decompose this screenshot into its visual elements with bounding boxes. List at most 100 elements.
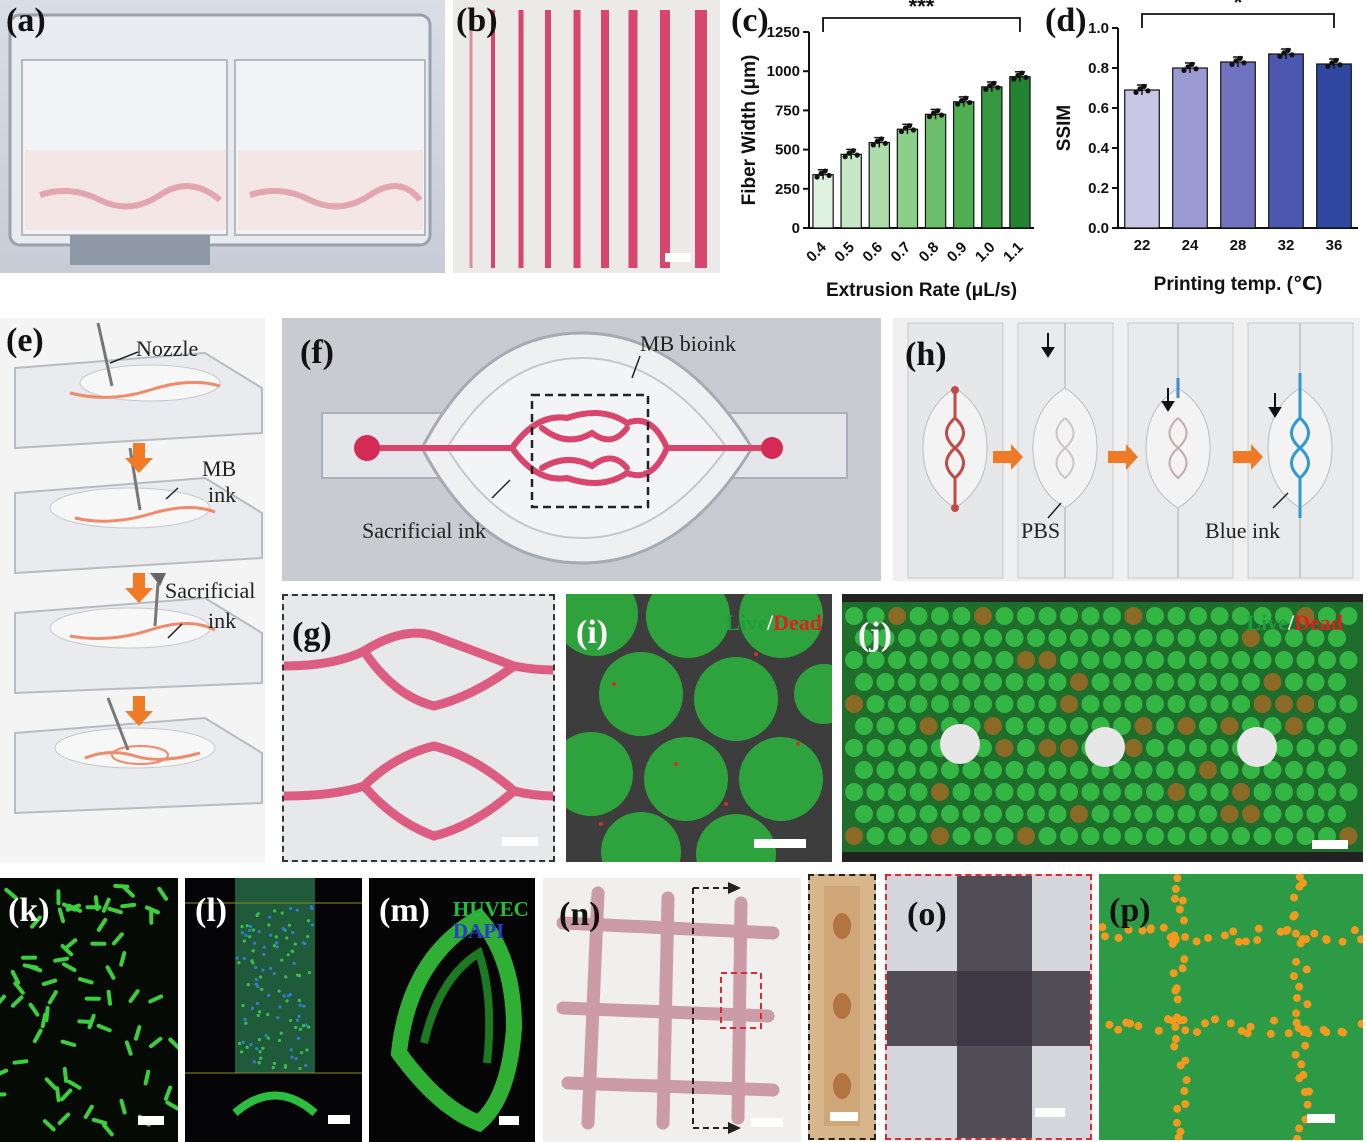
cell xyxy=(96,1023,112,1033)
nucleus xyxy=(261,968,265,972)
spheroid xyxy=(1005,717,1024,735)
y-tick-label: 0.2 xyxy=(1088,180,1109,197)
data-point xyxy=(1289,52,1295,58)
cell xyxy=(42,1119,56,1132)
cell xyxy=(1303,1100,1312,1109)
spheroid xyxy=(1005,761,1024,779)
bar xyxy=(1124,89,1160,229)
panel-label-c: (c) xyxy=(731,2,769,39)
cell xyxy=(128,989,140,1003)
cell xyxy=(10,995,24,1008)
spheroid xyxy=(1339,651,1358,669)
cell xyxy=(1243,1029,1252,1038)
spheroid xyxy=(1124,607,1143,625)
spheroid xyxy=(909,827,928,845)
nucleus xyxy=(245,1045,249,1049)
cell xyxy=(1310,929,1319,938)
nucleus xyxy=(292,961,296,966)
spheroid xyxy=(1220,717,1239,735)
x-tick-label: 0.9 xyxy=(944,239,971,266)
x-tick-label: 28 xyxy=(1230,237,1247,254)
cell xyxy=(1168,939,1177,948)
spheroid xyxy=(898,805,916,823)
nucleus xyxy=(250,959,254,963)
cell xyxy=(148,994,164,1004)
cell xyxy=(0,1068,9,1076)
spheroid xyxy=(1081,695,1100,713)
spheroid xyxy=(1005,805,1024,823)
data-point xyxy=(1145,88,1151,94)
cell xyxy=(1180,955,1189,964)
data-point xyxy=(850,148,856,154)
channel-zoom xyxy=(284,628,553,841)
spheroid xyxy=(1146,695,1164,713)
spheroid xyxy=(1220,805,1239,823)
panel-label-k: (k) xyxy=(8,892,50,929)
cell xyxy=(1301,1041,1310,1050)
nucleus xyxy=(278,1005,282,1009)
data-point xyxy=(1181,67,1187,73)
spheroid xyxy=(1253,695,1272,713)
cell xyxy=(1173,995,1182,1004)
spheroid xyxy=(1339,739,1358,757)
nucleus xyxy=(257,930,261,934)
section-line xyxy=(692,887,728,1129)
cell xyxy=(10,969,21,985)
spheroid xyxy=(1091,673,1110,691)
spheroid xyxy=(1017,651,1035,669)
cell xyxy=(148,1036,163,1049)
cell xyxy=(1192,937,1201,946)
micro-panel-m: (m) HUVEC DAPI xyxy=(369,878,535,1142)
spheroid xyxy=(1189,695,1207,713)
step-4 xyxy=(14,697,263,815)
spheroid xyxy=(952,607,971,625)
cell xyxy=(1138,926,1147,935)
spheroid xyxy=(1146,783,1164,801)
spheroid xyxy=(1306,805,1325,823)
spheroid xyxy=(1232,783,1250,801)
cell xyxy=(1220,931,1229,940)
cell xyxy=(1173,1104,1182,1113)
spheroid xyxy=(919,761,938,779)
data-point xyxy=(898,128,905,135)
cell xyxy=(1179,916,1188,925)
cell xyxy=(1170,894,1179,903)
data-point xyxy=(1133,89,1139,95)
spheroid xyxy=(1156,629,1174,647)
cell xyxy=(1173,1013,1182,1022)
scale-bar xyxy=(1035,1108,1065,1117)
spheroid xyxy=(974,607,992,625)
spheroid xyxy=(845,827,863,845)
cell xyxy=(1291,929,1300,938)
spheroid xyxy=(888,651,906,669)
spheroid xyxy=(952,695,971,713)
spheroid xyxy=(909,783,928,801)
spheroid xyxy=(1048,761,1067,779)
spheroid xyxy=(845,695,863,713)
spheroid xyxy=(1210,607,1229,625)
cell xyxy=(47,990,58,1005)
spheroid xyxy=(1285,805,1303,823)
nucleus xyxy=(267,993,271,997)
y-tick-label: 750 xyxy=(775,102,800,119)
spheroid xyxy=(1091,629,1110,647)
spheroid xyxy=(1328,673,1346,691)
spheroid xyxy=(919,629,938,647)
cell xyxy=(1172,984,1181,993)
cell xyxy=(1295,874,1304,881)
panel-label-b: (b) xyxy=(456,2,498,39)
zoom-box xyxy=(530,393,650,509)
spheroid xyxy=(1134,805,1153,823)
cell xyxy=(1266,1029,1275,1038)
spheroid xyxy=(995,651,1014,669)
spheroid xyxy=(962,629,981,647)
cell xyxy=(53,956,70,963)
nucleus xyxy=(242,939,246,943)
spheroid xyxy=(1275,827,1293,845)
spheroid xyxy=(1296,739,1315,757)
nucleus xyxy=(237,961,241,965)
nucleus xyxy=(298,1003,302,1007)
nucleus xyxy=(310,923,314,927)
spheroid xyxy=(919,805,938,823)
cell xyxy=(41,978,58,987)
